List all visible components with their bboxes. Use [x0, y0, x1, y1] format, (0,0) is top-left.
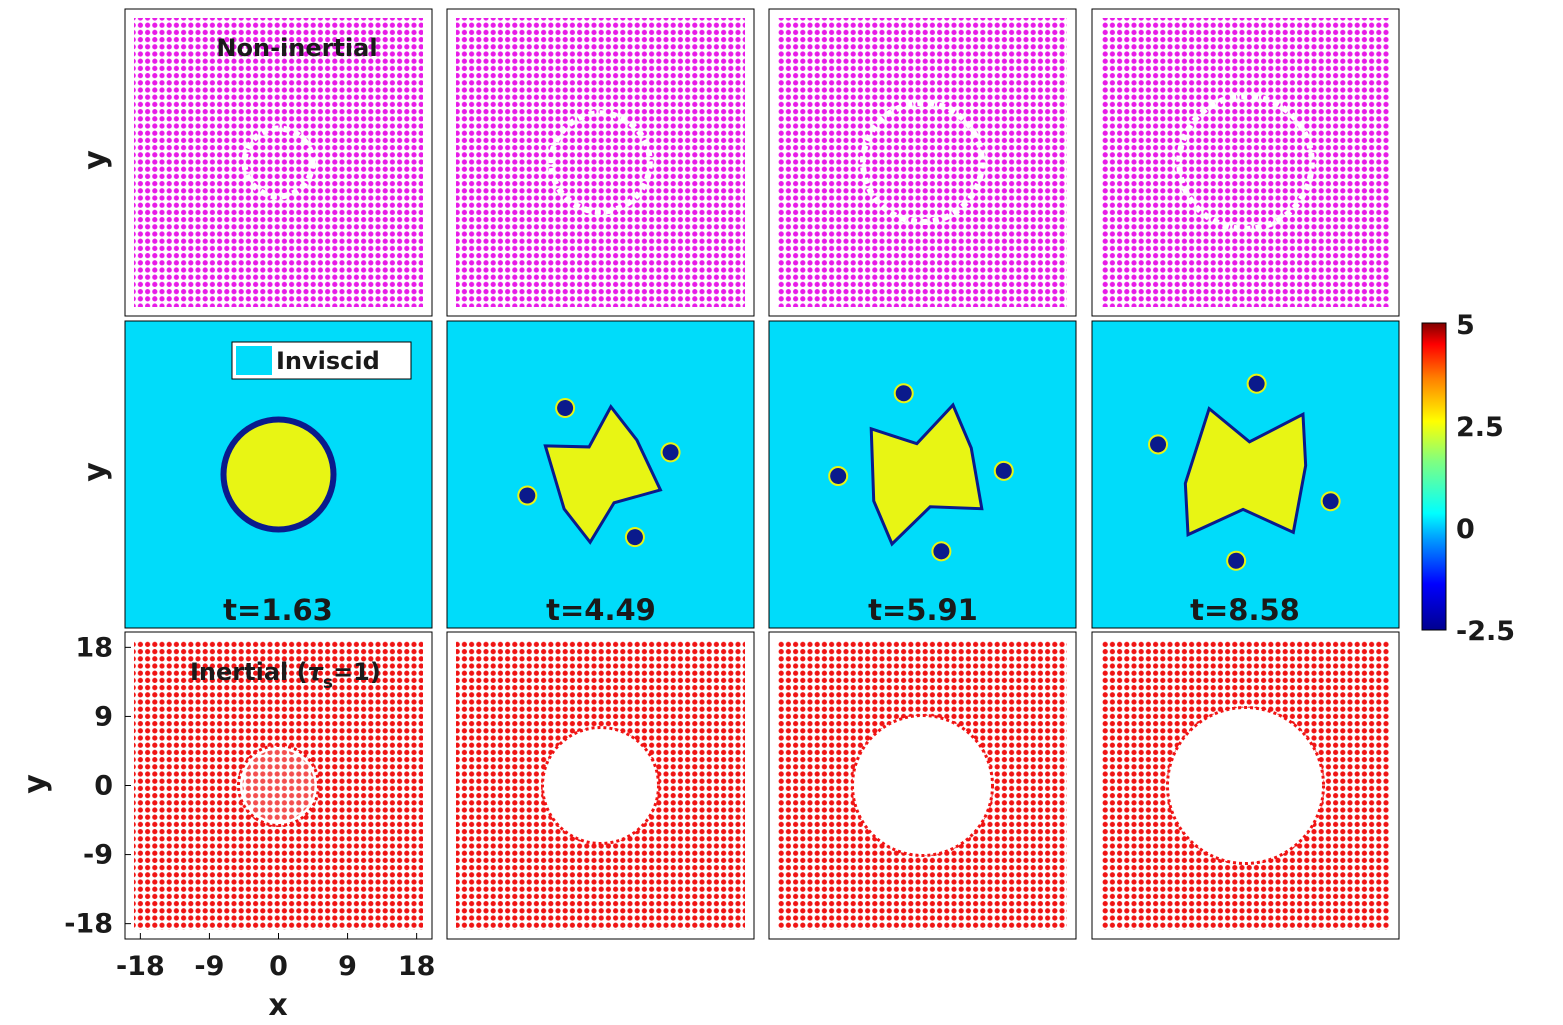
particle-gap-ring — [548, 110, 653, 215]
vortex-core — [1183, 406, 1308, 537]
y-tick-label: 18 — [75, 632, 113, 663]
panel-frame — [446, 8, 755, 317]
time-label-1: t=1.63 — [223, 593, 333, 627]
y-tick-label: -18 — [64, 909, 113, 940]
particle-void — [852, 715, 993, 856]
particle-gap-ring — [860, 100, 985, 225]
satellite-vortex — [1148, 434, 1169, 455]
void-edge — [237, 744, 320, 827]
legend-inviscid: Inviscid — [231, 341, 412, 380]
satellite-vortex — [517, 485, 538, 506]
panel-r1-c2 — [446, 8, 755, 317]
void-edge — [1166, 706, 1325, 865]
x-tick-label: 9 — [338, 951, 357, 982]
colorbar-gradient — [1421, 322, 1447, 631]
satellite-vortex — [993, 460, 1014, 481]
satellite-vortex — [624, 527, 645, 548]
x-tick-label: -9 — [194, 951, 224, 982]
vortex-structure — [517, 397, 681, 548]
row2-ylabel: y — [78, 462, 113, 482]
x-tick-label: -18 — [116, 951, 165, 982]
particle-field — [778, 18, 1067, 307]
legend-inviscid-label: Inviscid — [276, 347, 380, 375]
y-tick-label: 0 — [94, 771, 113, 802]
panel-r3-c3 — [768, 631, 1077, 940]
panel-r2-c4 — [1091, 320, 1400, 629]
panel-frame — [1091, 631, 1400, 940]
panel-frame — [124, 8, 433, 317]
satellite-vortex — [828, 466, 849, 487]
panel-frame — [768, 631, 1077, 940]
panel-r3-c2 — [446, 631, 755, 940]
panel-frame — [1091, 320, 1400, 629]
vortex-structure — [828, 383, 1014, 562]
void-edge — [851, 714, 994, 857]
time-label-4: t=8.58 — [1190, 593, 1300, 627]
legend-inviscid-swatch — [236, 346, 272, 375]
legend-inertial-sub: s — [323, 673, 333, 693]
legend-inertial-tau: τ — [308, 658, 325, 686]
vortex-core — [869, 402, 984, 547]
panel-frame — [768, 8, 1077, 317]
satellite-vortex — [893, 383, 914, 404]
satellite-vortex — [1226, 550, 1247, 571]
y-axis-ticks: -18 -9 0 9 18 — [64, 632, 131, 940]
y-tick-label: -9 — [83, 840, 113, 871]
particle-void — [542, 727, 659, 844]
particle-field — [456, 18, 745, 307]
panel-r1-c4 — [1091, 8, 1400, 317]
colorbar-tick-neg2.5: -2.5 — [1456, 616, 1515, 647]
x-axis-ticks: -18 -9 0 9 18 — [116, 933, 435, 982]
panel-r2-c3 — [768, 320, 1077, 629]
x-tick-label: 18 — [398, 951, 436, 982]
time-label-3: t=5.91 — [868, 593, 978, 627]
particle-gap-ring — [241, 125, 316, 200]
row3-ylabel: y — [18, 774, 53, 794]
panel-frame — [446, 320, 755, 629]
panel-r1-c1 — [124, 8, 433, 317]
void-interior-particles — [242, 749, 315, 822]
x-axis-label: x — [268, 988, 287, 1023]
panel-r1-c3 — [768, 8, 1077, 317]
panel-frame — [124, 320, 433, 629]
vortex-core — [226, 422, 331, 527]
time-label-2: t=4.49 — [546, 593, 656, 627]
colorbar-tick-5: 5 — [1456, 310, 1475, 341]
x-tick-label: 0 — [269, 951, 288, 982]
particle-field — [134, 18, 423, 307]
satellite-vortex — [1320, 491, 1341, 512]
satellite-vortex — [931, 541, 952, 562]
panel-frame — [768, 320, 1077, 629]
y-tick-label: 9 — [94, 701, 113, 732]
vortex-core — [543, 404, 663, 545]
panel-r3-c4 — [1091, 631, 1400, 940]
panel-frame — [1091, 8, 1400, 317]
legend-non-inertial: Non-inertial — [216, 34, 377, 62]
panel-r2-c2 — [446, 320, 755, 629]
panel-frame — [446, 631, 755, 940]
legend-inertial-suffix: =1) — [333, 658, 381, 686]
colorbar: 5 2.5 0 -2.5 — [1421, 310, 1515, 647]
vortex-structure — [1148, 373, 1341, 571]
particle-gap-ring — [1176, 93, 1315, 232]
row1-ylabel: y — [78, 150, 113, 170]
panel-grid — [124, 8, 1400, 940]
legend-inertial-prefix: Inertial ( — [190, 658, 308, 686]
colorbar-tick-0: 0 — [1456, 514, 1475, 545]
void-edge — [541, 726, 660, 845]
particle-void — [1167, 707, 1324, 864]
satellite-vortex — [555, 397, 576, 418]
legend-inertial: Inertial (τs=1) — [190, 658, 381, 693]
satellite-vortex — [1246, 373, 1267, 394]
satellite-vortex — [660, 442, 681, 463]
particle-field — [1101, 18, 1390, 307]
colorbar-tick-2.5: 2.5 — [1456, 412, 1504, 443]
